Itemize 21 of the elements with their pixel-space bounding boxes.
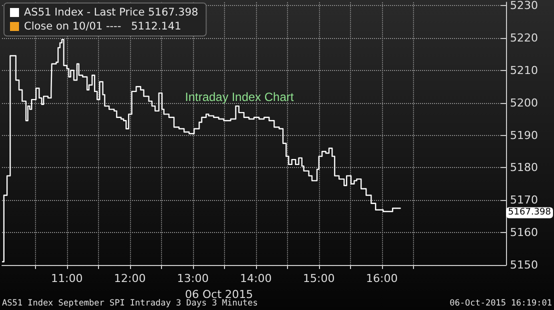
text: 5167.398 [508,208,552,218]
y-tick-label: 5200 [510,96,538,110]
legend-label: AS51 Index - Last Price 5167.398 [24,6,198,18]
y-tick-label: 5180 [510,161,538,174]
y-tick-label: 5230 [510,0,538,12]
x-tick-label: 13:00 [177,272,209,285]
y-tick-label: 5210 [510,64,538,77]
y-tick-label: 5160 [510,226,538,240]
y-tick-label: 5220 [510,31,538,44]
x-tick-label: 15:00 [303,272,335,285]
text: Intraday Index Chart [185,90,294,104]
y-tick-label: 5190 [510,128,538,142]
text: AS51 Index September SPI Intraday 3 Days 3 Minutes [2,298,258,308]
x-tick-label: 16:00 [366,272,398,285]
x-tick-label: 14:00 [240,272,272,285]
y-tick-label: 5150 [510,258,538,272]
text: 06-Oct-2015 16:19:01 [450,298,552,308]
y-tick-label: 5170 [510,194,538,207]
x-tick-label: 12:00 [114,272,146,285]
x-tick-label: 11:00 [51,272,83,285]
legend-label: Close on 10/01 ---- 5112.141 [24,20,182,32]
